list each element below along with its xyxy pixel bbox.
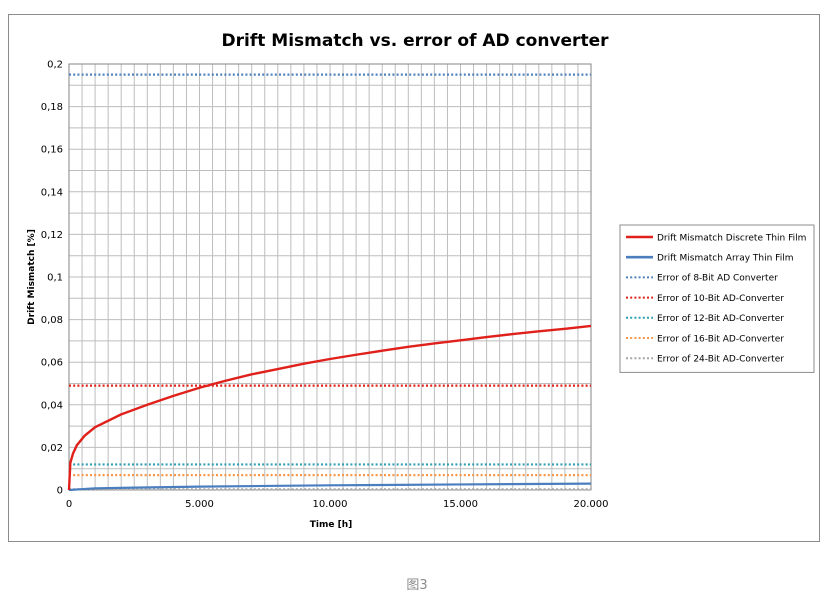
grid — [69, 64, 591, 490]
y-tick-label: 0,04 — [41, 400, 63, 411]
series-line-0 — [67, 324, 592, 491]
legend-box — [619, 224, 815, 373]
series-layer — [67, 73, 592, 492]
legend-label: Drift Mismatch Discrete Thin Film — [657, 233, 806, 243]
y-axis-label: Drift Mismatch [%] — [27, 229, 37, 325]
x-tick-label: 0 — [66, 499, 72, 510]
chart-title: Drift Mismatch vs. error of AD converter — [222, 31, 610, 51]
series-line-1 — [68, 482, 592, 492]
y-tick-label: 0,16 — [41, 145, 63, 156]
y-tick-label: 0,06 — [41, 358, 63, 369]
y-tick-label: 0,14 — [41, 187, 63, 198]
y-tick-label: 0,1 — [47, 273, 63, 284]
x-tick-label: 5.000 — [185, 499, 214, 510]
y-tick-label: 0,02 — [41, 443, 63, 454]
legend-label: Error of 24-Bit AD-Converter — [657, 355, 784, 365]
y-tick-label: 0,12 — [41, 230, 63, 241]
y-tick-label: 0 — [57, 486, 63, 497]
x-tick-label: 15.000 — [443, 499, 478, 510]
legend-label: Error of 16-Bit AD-Converter — [657, 334, 784, 344]
legend-label: Error of 8-Bit AD Converter — [657, 274, 778, 284]
x-tick-label: 20.000 — [574, 499, 609, 510]
y-tick-label: 0,2 — [47, 60, 63, 71]
y-tick-label: 0,18 — [41, 102, 63, 113]
legend: Drift Mismatch Discrete Thin Film Drift M… — [619, 224, 815, 373]
legend-label: Error of 12-Bit AD-Converter — [657, 314, 784, 324]
axis-ticks: 0 0,02 0,04 0,06 0,08 0,1 0,12 0,14 0,16 0,18 0,2 0… — [41, 60, 609, 511]
x-axis-label: Time [h] — [310, 520, 352, 530]
y-tick-label: 0,08 — [41, 315, 63, 326]
x-tick-label: 10.000 — [313, 499, 348, 510]
legend-label: Drift Mismatch Array Thin Film — [657, 254, 793, 264]
figure-caption: 图3 — [406, 578, 428, 593]
legend-label: Error of 10-Bit AD-Converter — [657, 294, 784, 304]
